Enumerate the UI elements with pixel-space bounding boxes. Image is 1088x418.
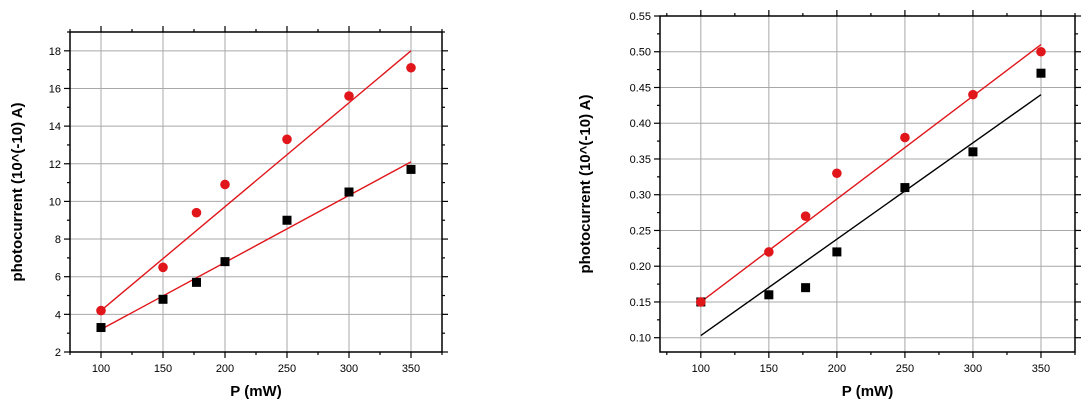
data-point-circle xyxy=(96,305,106,316)
x-tick-label: 100 xyxy=(692,363,710,375)
x-tick-label: 150 xyxy=(760,363,778,375)
data-point-square xyxy=(191,277,201,287)
data-point-square xyxy=(96,323,106,333)
x-tick-label: 350 xyxy=(402,363,420,375)
data-point-circle xyxy=(800,211,811,221)
data-point-circle xyxy=(282,134,292,145)
data-point-square xyxy=(801,283,811,293)
y-tick-label: 0.20 xyxy=(630,261,651,273)
y-tick-label: 4 xyxy=(55,309,61,321)
y-axis-label: photocurrent (10^(-10) A) xyxy=(577,94,594,273)
y-tick-label: 0.15 xyxy=(630,297,651,309)
fit-line xyxy=(700,44,1042,303)
x-tick-label: 300 xyxy=(340,363,358,375)
data-point-square xyxy=(344,187,354,197)
x-tick-label: 200 xyxy=(216,363,234,375)
fit-line xyxy=(100,50,412,312)
y-tick-label: 0.25 xyxy=(630,225,651,237)
x-tick-label: 200 xyxy=(828,363,846,375)
y-tick-label: 0.50 xyxy=(630,47,651,59)
x-tick-label: 150 xyxy=(154,363,172,375)
data-point-square xyxy=(832,247,842,257)
left-chart: 100 150 200 250 300 350 2 4 6 8 10 12 14 16 18 P (mW) ph… xyxy=(9,26,448,400)
data-point-square xyxy=(968,147,978,157)
fit-line xyxy=(700,94,1042,337)
y-tick-label: 12 xyxy=(49,159,61,171)
fit-line xyxy=(100,161,412,331)
data-point-circle xyxy=(764,247,774,257)
x-tick-label: 250 xyxy=(278,363,296,375)
y-tick-label: 8 xyxy=(55,234,61,246)
data-point-square xyxy=(220,257,230,267)
y-tick-label: 0.10 xyxy=(630,333,651,345)
data-point-square xyxy=(282,215,292,225)
data-point-circle xyxy=(220,179,230,190)
y-tick-label: 0.35 xyxy=(630,154,651,166)
data-point-circle xyxy=(344,91,354,101)
plot-frame xyxy=(659,15,1076,353)
data-point-circle xyxy=(406,62,416,73)
data-point-square xyxy=(158,294,168,304)
data-point-circle xyxy=(968,89,978,100)
y-tick-label: 18 xyxy=(49,46,61,58)
data-point-circle xyxy=(900,132,910,143)
data-point-circle xyxy=(1036,46,1046,57)
x-tick-label: 250 xyxy=(896,363,914,375)
data-point-circle xyxy=(158,262,168,273)
x-axis-label: P (mW) xyxy=(842,383,893,400)
y-tick-label: 6 xyxy=(55,272,61,284)
data-point-square xyxy=(406,164,416,174)
y-tick-label: 14 xyxy=(49,121,61,133)
x-axis-label: P (mW) xyxy=(230,383,281,400)
y-tick-label: 10 xyxy=(49,196,61,208)
y-tick-label: 16 xyxy=(49,83,61,95)
y-tick-label: 0.30 xyxy=(630,190,651,202)
right-chart: 100 150 200 250 300 350 0.10 0.15 0.20 0.25 0.30 0.… xyxy=(577,10,1081,400)
data-point-circle xyxy=(191,207,202,218)
data-point-circle xyxy=(832,168,842,179)
x-tick-label: 100 xyxy=(92,363,110,375)
y-tick-label: 0.40 xyxy=(630,118,651,130)
data-point-square xyxy=(900,183,910,193)
data-point-circle xyxy=(696,297,706,307)
y-tick-label: 2 xyxy=(55,347,61,359)
x-tick-label: 300 xyxy=(964,363,982,375)
y-tick-label: 0.45 xyxy=(630,82,651,94)
y-tick-label: 0.55 xyxy=(630,11,651,23)
plot-frame xyxy=(69,31,443,353)
y-axis-label: photocurrent (10^(-10) A) xyxy=(9,102,26,281)
x-tick-label: 350 xyxy=(1032,363,1050,375)
data-point-square xyxy=(1036,68,1046,78)
data-point-square xyxy=(764,290,774,300)
